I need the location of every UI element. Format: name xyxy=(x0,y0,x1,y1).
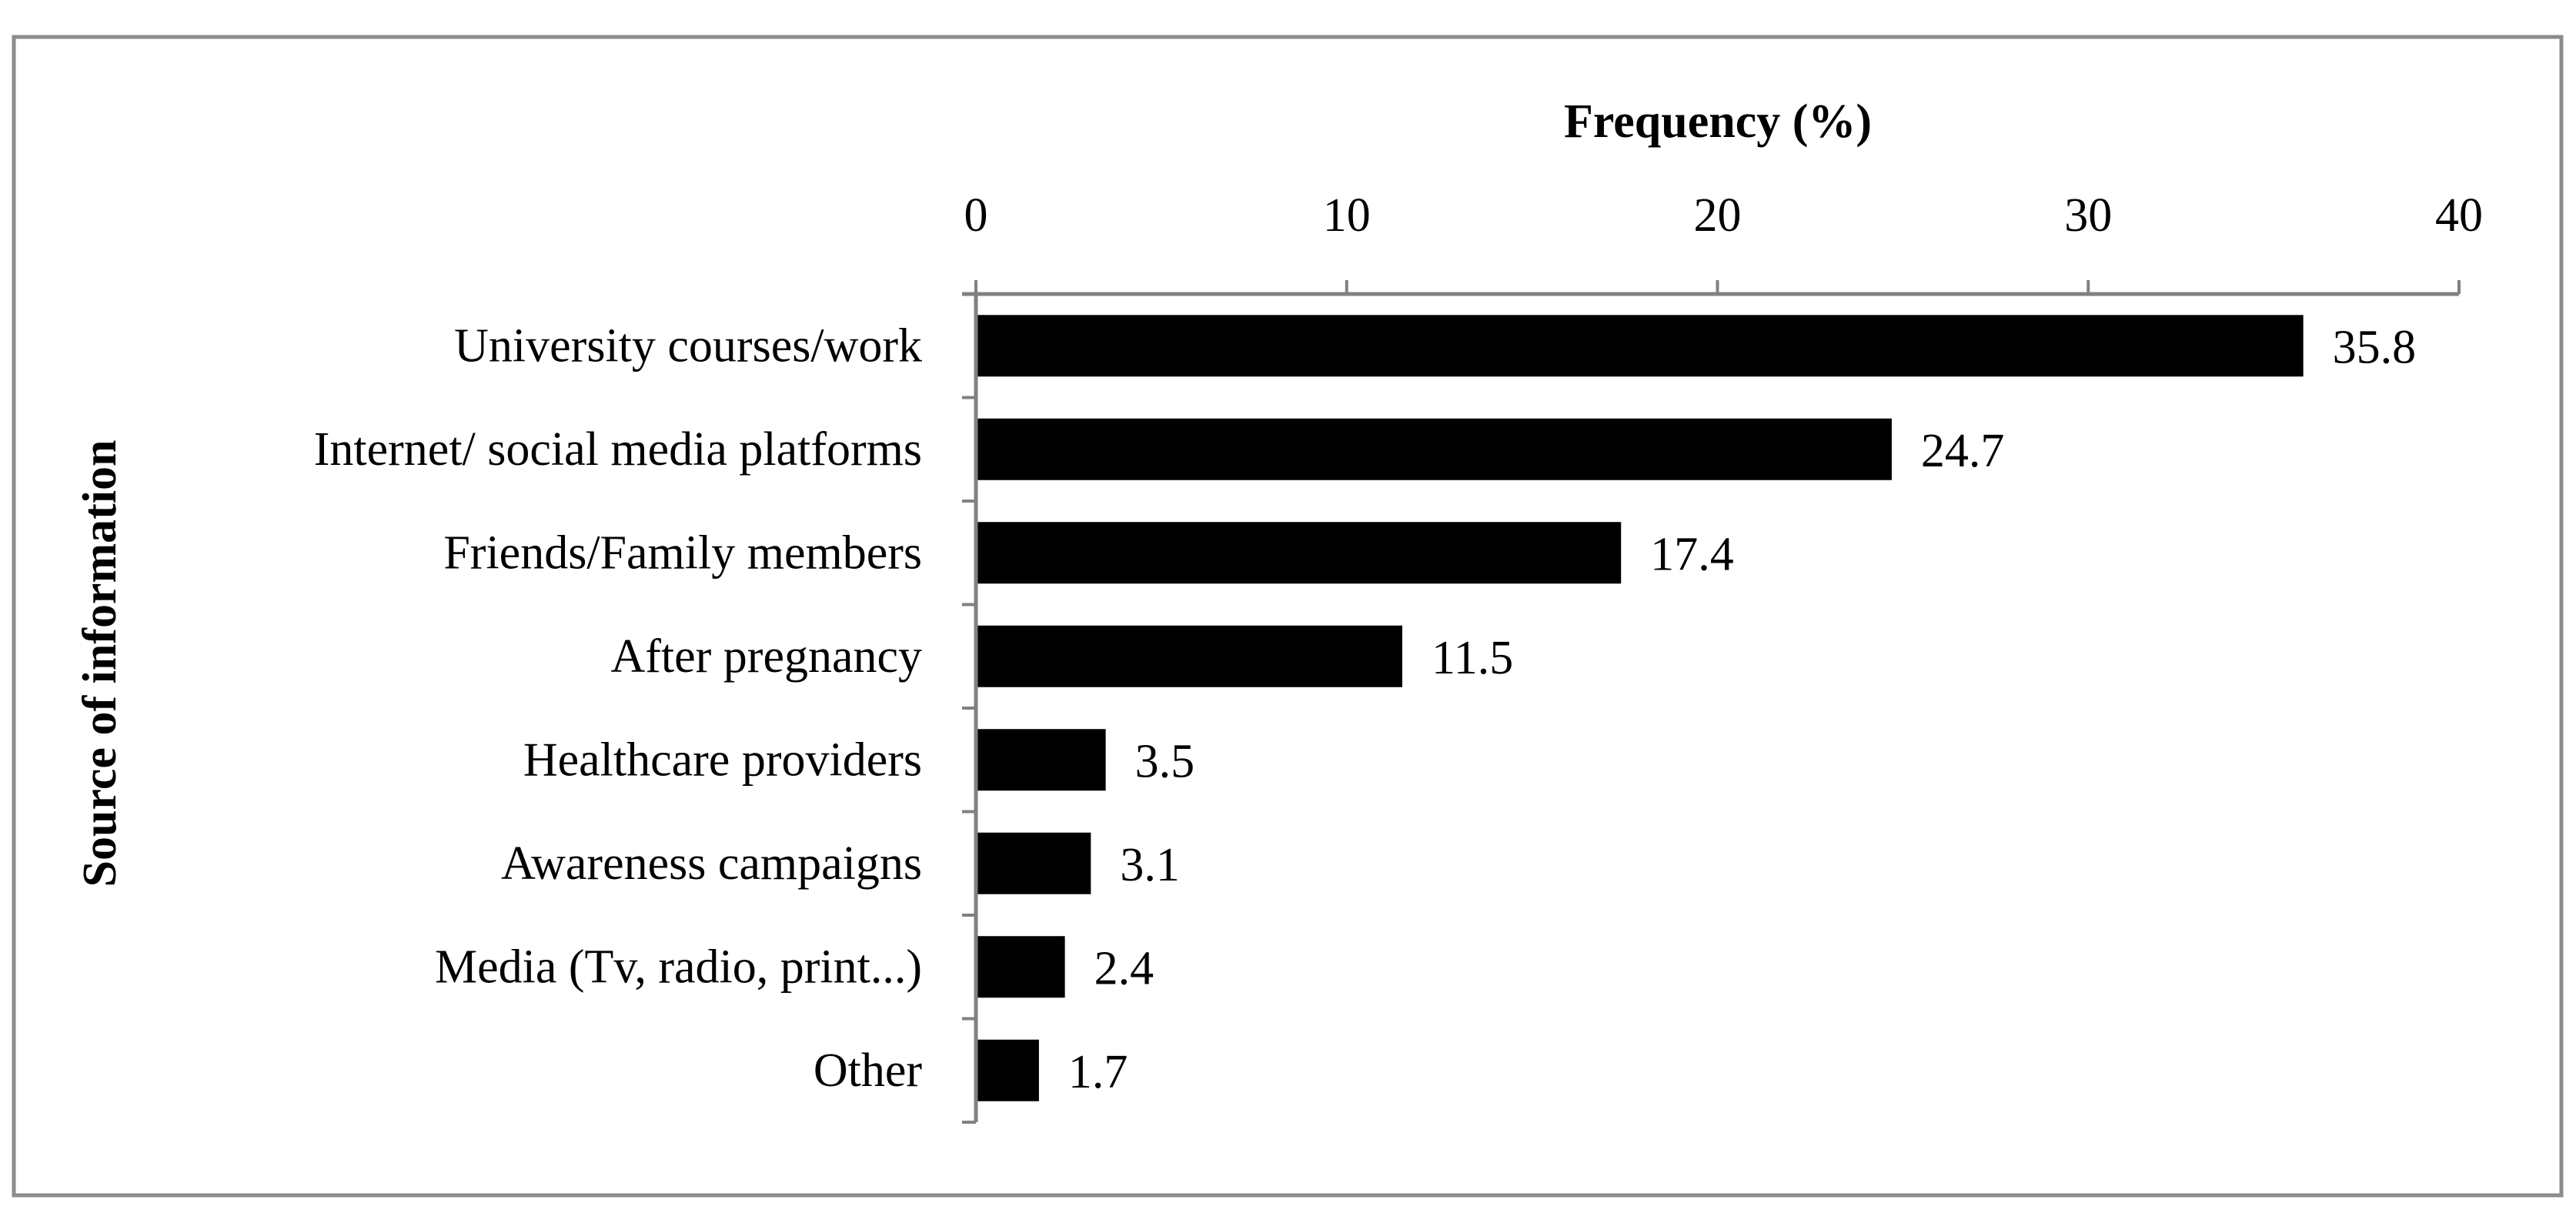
category-label: After pregnancy xyxy=(610,630,922,683)
category-label: Other xyxy=(814,1044,923,1097)
data-label: 3.5 xyxy=(1135,735,1195,787)
y-axis-title: Source of information xyxy=(74,440,126,887)
bar xyxy=(976,1039,1039,1101)
bar xyxy=(976,625,1403,687)
category-label: Healthcare providers xyxy=(523,733,922,786)
data-label: 35.8 xyxy=(2333,321,2417,373)
x-axis-title: Frequency (%) xyxy=(1564,95,1872,148)
bar xyxy=(976,936,1065,998)
x-tick-label: 30 xyxy=(2064,189,2112,242)
bar xyxy=(976,729,1106,791)
x-tick-label: 10 xyxy=(1323,189,1371,242)
data-label: 24.7 xyxy=(1921,425,2005,477)
data-label: 2.4 xyxy=(1094,942,1154,994)
category-label: Awareness campaigns xyxy=(501,837,922,890)
x-tick-label: 20 xyxy=(1694,189,1742,242)
category-label: Internet/ social media platforms xyxy=(314,423,922,476)
category-label: Friends/Family members xyxy=(443,526,922,579)
category-label: Media (Tv, radio, print...) xyxy=(435,941,922,993)
x-tick-label: 40 xyxy=(2435,189,2483,242)
x-tick-label: 0 xyxy=(964,189,988,242)
data-label: 11.5 xyxy=(1432,632,1513,684)
data-label: 1.7 xyxy=(1068,1046,1128,1098)
bar xyxy=(976,418,1892,480)
bar xyxy=(976,522,1622,584)
data-label: 17.4 xyxy=(1650,528,1734,580)
data-label: 3.1 xyxy=(1120,839,1180,891)
bar xyxy=(976,832,1091,894)
chart-border xyxy=(12,35,2564,1198)
category-label: University courses/work xyxy=(454,319,922,372)
bar xyxy=(976,315,2304,377)
